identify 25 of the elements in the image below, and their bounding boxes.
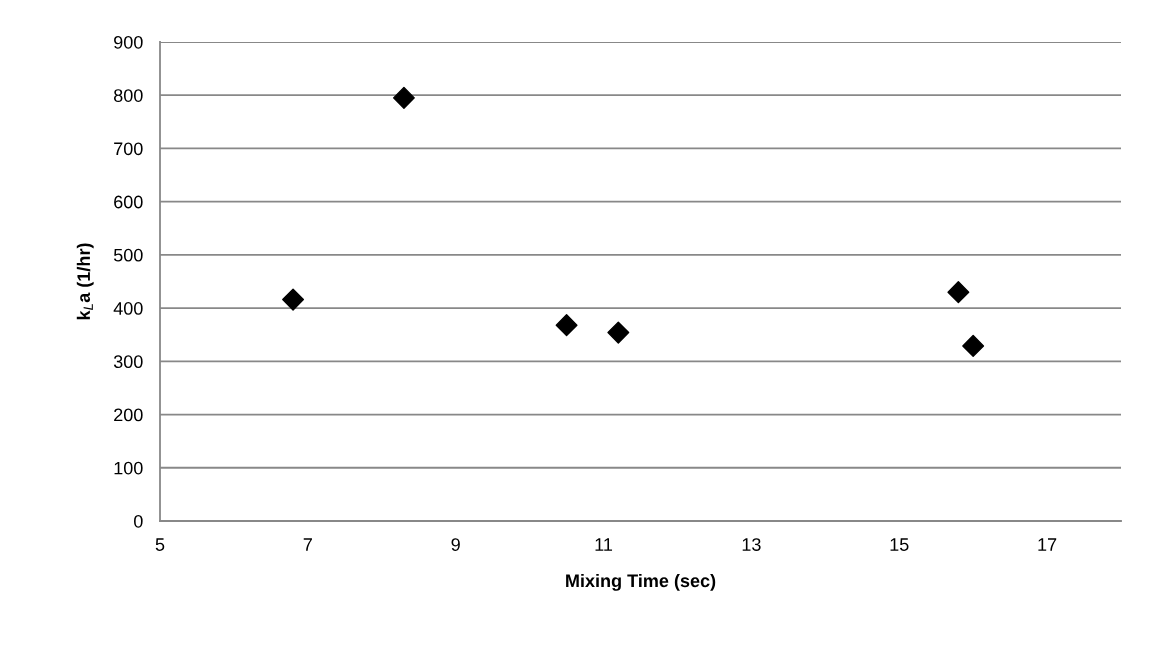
y-tick-label: 500	[113, 248, 143, 262]
y-tick-label: 0	[134, 514, 143, 528]
x-tick-label: 7	[303, 538, 312, 551]
y-tick-label: 800	[114, 89, 143, 102]
y-tick-label: 200	[114, 408, 143, 422]
point	[947, 281, 970, 304]
x-tick-label: 9	[451, 538, 460, 551]
y-tick-label: 700	[114, 142, 143, 156]
y-axis-title: k$_{L}$a (1/hr)	[76, 243, 94, 320]
x-tick-label: 5	[155, 538, 165, 551]
y-tick-label: 900	[114, 35, 143, 49]
y-tick-label: 100	[114, 461, 143, 475]
y-tick-label: 400	[113, 302, 143, 315]
x-tick-label: 15	[890, 538, 909, 551]
x-tick-label: 11	[595, 538, 613, 551]
point	[392, 86, 415, 109]
y-tick-label: 600	[114, 195, 143, 209]
point	[282, 288, 305, 311]
x-axis-title: Mixing Time (sec)	[566, 573, 716, 591]
point	[607, 321, 630, 344]
point	[555, 314, 578, 337]
point	[962, 334, 985, 357]
y-tick-label: 300	[113, 355, 143, 369]
x-tick-label: 17	[1038, 538, 1057, 551]
x-tick-label: 13	[742, 538, 761, 551]
